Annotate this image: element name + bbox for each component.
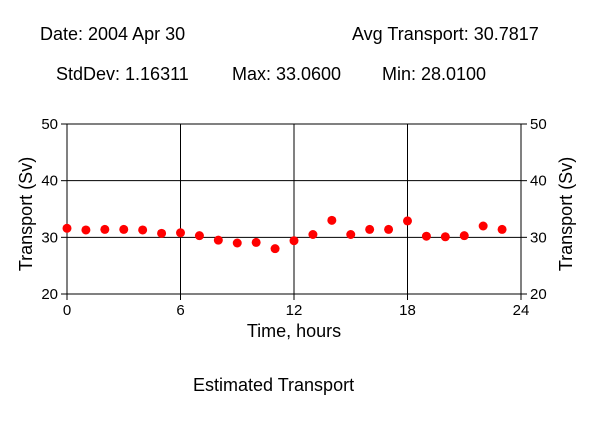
data-point (308, 230, 318, 239)
y-tick-label-right: 40 (530, 173, 547, 190)
x-tick-label: 0 (63, 302, 71, 319)
max-label: Max: 33.0600 (232, 64, 342, 84)
min-label: Min: 28.0100 (382, 64, 487, 84)
y-tick-label-left: 40 (41, 173, 58, 190)
y-tick-label-right: 30 (530, 229, 547, 246)
data-point (421, 231, 431, 241)
data-point (270, 244, 280, 254)
data-point (251, 237, 261, 247)
data-point (289, 236, 299, 246)
data-point (213, 235, 223, 245)
y-tick-label-left: 20 (41, 286, 58, 303)
data-point (327, 215, 337, 225)
data-point (403, 216, 412, 226)
data-point (384, 224, 394, 234)
chart-caption: Estimated Transport (193, 375, 355, 395)
date-label: Date: 2004 Apr 30 (40, 24, 186, 44)
data-point (497, 224, 507, 234)
data-point (346, 230, 356, 239)
y-axis-label-left: Transport (Sv) (16, 157, 36, 271)
x-tick-label: 24 (513, 302, 530, 319)
data-point (365, 224, 375, 234)
y-tick-label-right: 50 (530, 116, 547, 133)
data-point (119, 224, 129, 234)
data-point (232, 238, 242, 248)
data-point (100, 224, 110, 234)
x-axis-label: Time, hours (247, 321, 341, 341)
data-points (62, 215, 507, 254)
data-point (176, 228, 185, 238)
y-tick-label-left: 30 (41, 229, 58, 246)
data-point (81, 225, 91, 235)
x-tick-label: 6 (176, 302, 184, 319)
grid-lines (67, 124, 521, 294)
data-point (478, 221, 488, 231)
data-point (157, 228, 167, 238)
x-tick-label: 18 (399, 302, 416, 319)
y-tick-label-left: 50 (41, 116, 58, 133)
x-tick-label: 12 (286, 302, 303, 319)
y-tick-label-right: 20 (530, 286, 547, 303)
data-point (194, 231, 204, 241)
data-point (459, 231, 469, 241)
data-point (138, 225, 148, 235)
avg-transport-label: Avg Transport: 30.7817 (352, 24, 539, 44)
data-point (440, 232, 450, 242)
y-axis-label-right: Transport (Sv) (556, 157, 576, 271)
data-point (62, 223, 72, 233)
stddev-label: StdDev: 1.16311 (56, 64, 189, 84)
